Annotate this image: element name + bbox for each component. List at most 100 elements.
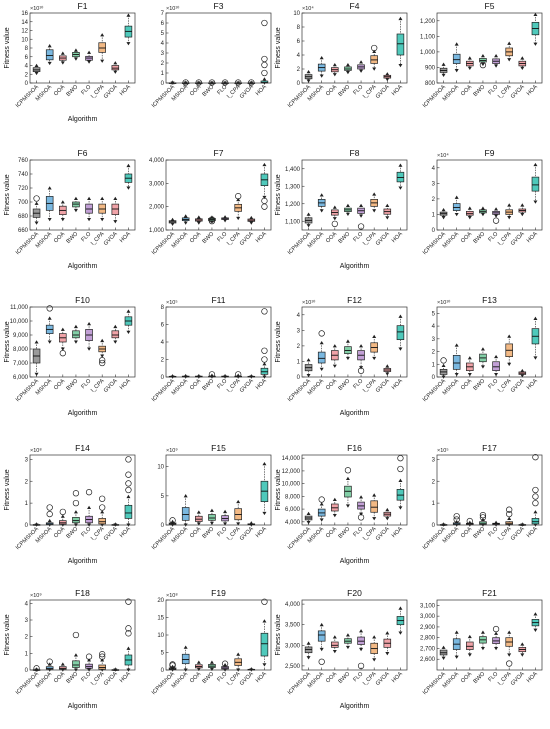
whisker-cap-lower: [398, 631, 403, 635]
box-icpmshoa: [439, 62, 448, 78]
y-tick-label: 1: [297, 359, 301, 365]
axis-multiplier: ×10¹⁰: [166, 5, 180, 12]
box-mshoa: [45, 44, 54, 66]
x-tick-label: GVOA: [239, 84, 255, 100]
whisker-cap-upper: [385, 507, 390, 512]
box-flo: [85, 653, 93, 672]
whisker-cap-lower: [454, 372, 459, 377]
whisker-cap-upper: [306, 212, 311, 216]
whisker-cap-lower: [170, 222, 175, 226]
box-icpmshoa: [304, 511, 313, 525]
whisker-cap-upper: [262, 77, 267, 81]
box-i-cpa: [505, 334, 513, 367]
box-hoa: [396, 314, 405, 351]
y-tick-label: 6,000: [285, 507, 301, 513]
outlier-point: [169, 661, 176, 668]
outlier-point: [357, 514, 365, 521]
box-ooa: [331, 497, 339, 518]
whisker-cap-upper: [385, 72, 390, 76]
box-i-cpa: [505, 41, 513, 62]
y-tick-label: 5: [161, 31, 165, 37]
outlier-point: [72, 499, 80, 507]
box-iqr: [370, 500, 378, 513]
whisker-cap-lower: [385, 372, 390, 376]
whisker-cap-lower: [533, 356, 538, 360]
whisker-cap-upper: [398, 478, 403, 482]
outlier-point: [99, 495, 106, 502]
whisker-cap-upper: [332, 205, 337, 209]
x-tick-label: HOA: [526, 84, 539, 97]
box-ooa: [195, 215, 203, 225]
whisker-cap-lower: [359, 647, 364, 652]
box-flo: [492, 625, 500, 651]
y-tick-label: 660: [18, 228, 29, 234]
box-i-cpa: [370, 635, 378, 662]
x-tick-label: HOA: [255, 231, 268, 244]
y-tick-label: 1,400: [285, 167, 301, 173]
box-bwo: [208, 660, 216, 672]
subplot-f21: F212,6002,7002,8002,9003,0003,100ICPMShO…: [420, 588, 543, 696]
whisker-cap-lower: [47, 340, 52, 344]
plot-frame: [29, 12, 136, 84]
y-tick-label: 900: [425, 65, 436, 71]
box-flo: [492, 354, 500, 377]
box-gvoa: [111, 522, 120, 527]
whisker-cap-upper: [126, 163, 131, 168]
whisker-cap-upper: [385, 364, 390, 368]
whisker-cap-upper: [60, 327, 65, 331]
x-tick-label: OOA: [53, 231, 66, 244]
y-tick-label: 3: [25, 457, 29, 463]
box-iqr: [124, 504, 133, 519]
whisker-cap-upper: [262, 362, 267, 366]
outlier-point: [59, 350, 66, 357]
y-tick-label: 2: [161, 358, 165, 364]
box-ooa: [195, 660, 203, 672]
x-tick-label: OOA: [189, 671, 202, 684]
x-tick-label: BWO: [337, 84, 351, 98]
whisker-cap-upper: [113, 324, 118, 329]
y-tick-label: 3: [432, 181, 436, 187]
outlier-point: [125, 471, 132, 478]
box-mshoa: [452, 630, 461, 659]
x-tick-label: BWO: [472, 671, 486, 685]
outlier-point: [371, 44, 378, 52]
whisker-cap-lower: [196, 221, 201, 225]
y-tick-label: 6: [25, 55, 29, 61]
y-tick-label: 720: [18, 186, 29, 192]
box-flo: [357, 60, 365, 73]
outlier-point: [99, 359, 106, 367]
box-ooa: [331, 63, 339, 77]
plot-frame: [29, 306, 136, 378]
subplot-title: F19: [211, 588, 226, 598]
outlier-point: [318, 658, 325, 665]
whisker-cap-upper: [196, 510, 201, 514]
y-tick-label: 1: [25, 651, 29, 657]
box-i-cpa: [505, 203, 513, 220]
x-tick-label: HOA: [119, 84, 132, 97]
outlier-point: [261, 61, 268, 69]
x-axis-label: Algorithm: [68, 263, 98, 270]
y-tick-label: 3: [25, 618, 29, 624]
y-tick-label: 7,000: [13, 361, 29, 367]
outlier-point: [506, 660, 513, 667]
outlier-point: [261, 308, 268, 315]
box-hoa: [260, 598, 269, 667]
whisker-cap-lower: [520, 374, 525, 378]
whisker-cap-lower: [73, 208, 78, 213]
y-tick-label: 0: [25, 523, 29, 529]
y-tick-label: 4,000: [285, 520, 301, 526]
outlier-point: [72, 490, 80, 497]
y-axis-label: Fitness value: [275, 614, 282, 655]
box-iqr: [45, 49, 54, 61]
whisker-cap-upper: [507, 203, 512, 207]
outlier-point: [33, 665, 40, 672]
whisker-cap-lower: [345, 356, 350, 361]
box-ooa: [195, 510, 203, 526]
box-flo: [357, 203, 365, 230]
box-iqr: [317, 351, 326, 364]
whisker-cap-upper: [47, 316, 52, 320]
whisker-cap-upper: [73, 196, 78, 200]
whisker-cap-upper: [183, 494, 188, 498]
